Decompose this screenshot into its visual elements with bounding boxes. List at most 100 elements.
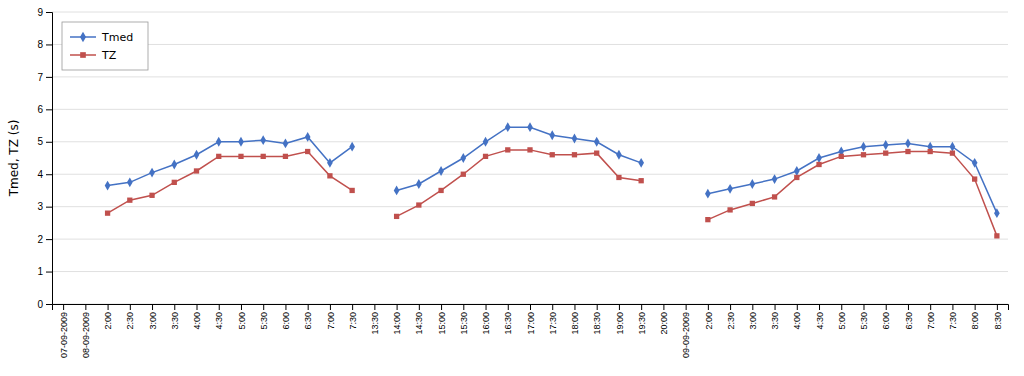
x-tick-mark <box>908 304 909 310</box>
x-tick: 3:30 <box>770 304 780 330</box>
x-tick-label: 7:00 <box>926 312 936 330</box>
series-marker <box>327 158 333 168</box>
series-marker <box>861 142 867 152</box>
x-tick: 20:00 <box>659 304 669 335</box>
y-tick: 0 <box>37 299 52 310</box>
x-tick-mark <box>397 304 398 310</box>
series-marker <box>172 180 177 185</box>
series-marker <box>883 150 888 155</box>
x-tick-label: 18:00 <box>570 312 580 335</box>
x-tick-mark <box>552 304 553 310</box>
x-tick-label: 2:30 <box>125 312 135 330</box>
x-tick: 09-09-2009 <box>681 304 691 358</box>
x-tick-mark <box>219 304 220 310</box>
x-tick-label: 2:00 <box>704 312 714 330</box>
y-tick-mark <box>46 239 52 240</box>
plot-area: 012345678907-09-200908-09-20092:002:303:… <box>37 7 1008 358</box>
series-marker <box>305 132 311 142</box>
x-tick: 3:00 <box>748 304 758 330</box>
x-tick-mark <box>263 304 264 310</box>
y-axis: 0123456789 <box>37 7 52 310</box>
y-tick-label: 7 <box>37 72 43 83</box>
y-tick-mark <box>46 272 52 273</box>
x-tick-label: 4:30 <box>214 312 224 330</box>
series-marker <box>349 188 354 193</box>
x-tick-label: 5:00 <box>237 312 247 330</box>
x-tick-label: 4:00 <box>192 312 202 330</box>
x-tick: 3:30 <box>170 304 180 330</box>
marks <box>105 122 1000 238</box>
series-line <box>108 127 997 213</box>
x-tick: 7:30 <box>348 304 358 330</box>
x-tick: 4:00 <box>192 304 202 330</box>
series-marker <box>171 160 177 170</box>
x-tick: 16:30 <box>503 304 513 335</box>
series-marker <box>127 177 133 187</box>
x-tick-mark <box>419 304 420 310</box>
series-marker <box>594 137 600 147</box>
series-marker <box>772 174 778 184</box>
series-marker <box>105 211 110 216</box>
x-tick: 2:00 <box>704 304 714 330</box>
x-tick-label: 3:30 <box>170 312 180 330</box>
x-tick: 14:30 <box>414 304 424 335</box>
x-tick-label: 20:00 <box>659 312 669 335</box>
series-marker <box>105 181 111 191</box>
x-tick-label: 6:00 <box>281 312 291 330</box>
x-tick-label: 6:00 <box>881 312 891 330</box>
grid-line <box>52 109 1008 110</box>
grid <box>52 12 1008 304</box>
x-tick-label: 8:00 <box>970 312 980 330</box>
x-tick-label: 7:00 <box>326 312 336 330</box>
x-tick: 15:30 <box>459 304 469 335</box>
series-marker <box>594 150 599 155</box>
grid-line <box>52 141 1008 142</box>
series-marker <box>127 198 132 203</box>
x-tick: 2:30 <box>726 304 736 330</box>
series-marker <box>616 175 621 180</box>
y-tick: 3 <box>37 201 52 212</box>
x-tick: 7:30 <box>948 304 958 330</box>
series-marker <box>416 179 422 189</box>
x-tick: 5:30 <box>259 304 269 330</box>
x-tick: 7:00 <box>326 304 336 330</box>
series-marker <box>928 149 933 154</box>
x-tick: 2:00 <box>103 304 113 330</box>
x-tick: 15:00 <box>437 304 447 335</box>
x-axis-line <box>53 305 1009 311</box>
y-tick: 7 <box>37 72 52 83</box>
series-marker <box>527 122 533 132</box>
y-tick-mark <box>46 174 52 175</box>
grid-line <box>52 174 1008 175</box>
series-marker <box>572 134 578 144</box>
x-tick-label: 17:00 <box>526 312 536 335</box>
x-tick-label: 7:30 <box>348 312 358 330</box>
x-tick: 07-09-2009 <box>59 304 69 358</box>
legend-item: Tmed <box>70 31 133 44</box>
series-marker <box>705 217 710 222</box>
series-marker <box>438 188 443 193</box>
series-marker <box>305 149 310 154</box>
series-marker <box>727 207 732 212</box>
x-tick-mark <box>574 304 575 310</box>
x-tick: 18:30 <box>592 304 602 335</box>
legend-label: Tmed <box>101 31 133 44</box>
series-marker <box>638 158 644 168</box>
x-tick: 6:30 <box>303 304 313 330</box>
y-tick-mark <box>46 12 52 13</box>
grid-line <box>52 239 1008 240</box>
y-tick: 9 <box>37 7 52 18</box>
y-tick-label: 9 <box>37 7 43 18</box>
y-tick-label: 5 <box>37 136 43 147</box>
x-tick-label: 6:30 <box>904 312 914 330</box>
x-tick: 17:30 <box>548 304 558 335</box>
legend-frame <box>62 22 148 70</box>
x-tick-mark <box>752 304 753 310</box>
x-tick-mark <box>285 304 286 310</box>
x-tick-mark <box>797 304 798 310</box>
x-tick: 4:30 <box>214 304 224 330</box>
x-tick-mark <box>174 304 175 310</box>
y-tick-label: 2 <box>37 234 43 245</box>
series-line <box>108 150 997 236</box>
y-tick-mark <box>46 109 52 110</box>
